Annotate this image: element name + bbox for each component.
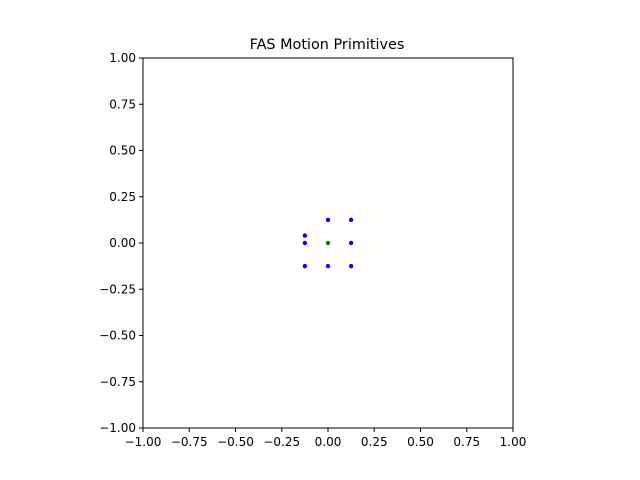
data-point-series-0 <box>302 240 308 246</box>
x-tick-label: −0.25 <box>263 435 300 449</box>
plot-area <box>302 217 354 269</box>
x-tick-label: 0.75 <box>453 435 480 449</box>
y-tick-label: 0.75 <box>109 97 136 111</box>
data-point-series-1 <box>325 240 331 246</box>
y-tick-label: 0.00 <box>109 236 136 250</box>
y-tick-label: −0.50 <box>99 329 136 343</box>
x-axis: −1.00 −0.75 −0.50 −0.25 0.00 0.25 0.50 0.75 1.00 <box>125 428 527 449</box>
data-point-series-0 <box>348 217 354 223</box>
y-axis: 1.00 0.75 0.50 0.25 0.00 −0.25 −0.50 −0.75 −1.00 <box>99 51 143 435</box>
x-tick-label: 1.00 <box>500 435 527 449</box>
x-tick-label: 0.00 <box>315 435 342 449</box>
data-point-series-0 <box>302 233 308 238</box>
y-tick-label: 1.00 <box>109 51 136 65</box>
y-tick-label: 0.25 <box>109 190 136 204</box>
y-tick-label: −0.25 <box>99 282 136 296</box>
data-point-series-0 <box>348 263 354 269</box>
data-point-series-0 <box>348 240 354 246</box>
x-tick-label: −0.50 <box>217 435 254 449</box>
data-point-series-0 <box>325 263 331 269</box>
data-point-series-0 <box>302 263 308 269</box>
x-tick-label: 0.50 <box>407 435 434 449</box>
data-point-series-0 <box>325 217 331 223</box>
chart-title: FAS Motion Primitives <box>250 37 405 53</box>
x-tick-label: −0.75 <box>171 435 208 449</box>
y-tick-label: 0.50 <box>109 144 136 158</box>
x-tick-label: 0.25 <box>361 435 388 449</box>
x-tick-label: −1.00 <box>125 435 162 449</box>
y-tick-label: −1.00 <box>99 421 136 435</box>
y-tick-label: −0.75 <box>99 375 136 389</box>
